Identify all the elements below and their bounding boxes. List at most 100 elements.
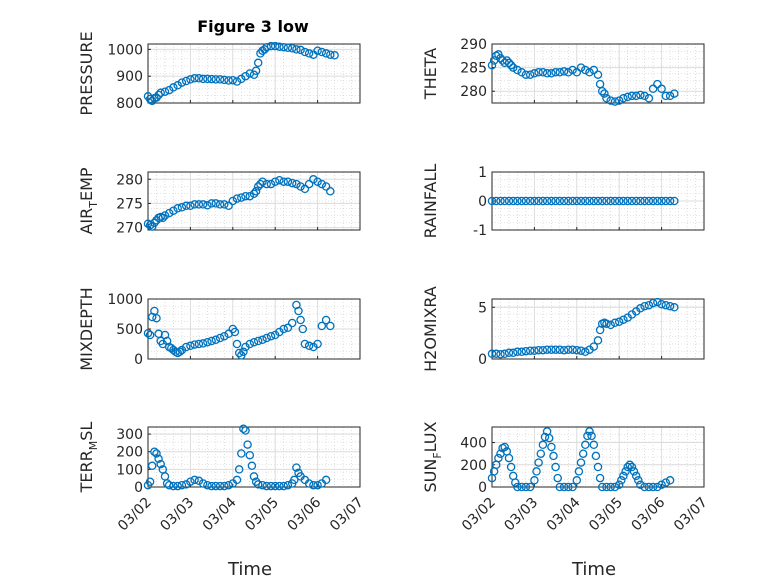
series-markers — [487, 196, 679, 206]
series-markers — [487, 427, 675, 492]
data-point — [644, 94, 654, 103]
data-point — [220, 200, 229, 209]
data-point — [487, 60, 497, 70]
data-point — [321, 315, 331, 325]
data-point — [585, 68, 594, 77]
data-point — [232, 77, 242, 86]
data-point — [160, 87, 170, 96]
series-markers — [487, 50, 679, 106]
data-point — [224, 76, 233, 85]
data-point — [542, 345, 552, 354]
data-point — [627, 462, 637, 472]
data-point — [292, 463, 301, 472]
y-tick-label: 275 — [116, 196, 143, 212]
data-point — [249, 472, 259, 481]
data-point — [258, 480, 267, 490]
data-point — [258, 335, 267, 345]
data-point — [300, 339, 310, 349]
data-point — [220, 481, 229, 491]
data-point — [640, 482, 649, 492]
data-point — [648, 196, 658, 206]
data-point — [317, 321, 327, 331]
data-point — [290, 475, 299, 485]
data-point — [585, 427, 594, 436]
data-point — [665, 476, 675, 485]
data-point — [228, 75, 238, 85]
data-point — [194, 200, 204, 209]
y-tick-label: 300 — [116, 427, 143, 443]
data-point — [249, 337, 259, 347]
data-point — [508, 63, 518, 72]
data-point — [215, 333, 225, 343]
data-point — [147, 461, 157, 471]
data-point — [169, 481, 178, 491]
data-point — [547, 196, 556, 206]
data-point — [636, 480, 645, 490]
data-point — [595, 473, 605, 483]
data-point — [521, 196, 531, 206]
y-tick-label: 200 — [460, 458, 487, 474]
y-axis-label-part: THETA — [421, 48, 440, 100]
y-axis-label: THETA — [421, 48, 440, 100]
data-point — [631, 91, 641, 101]
data-point — [665, 301, 675, 311]
data-point — [648, 298, 658, 308]
data-point — [583, 431, 592, 441]
data-point — [504, 58, 514, 68]
data-point — [521, 346, 531, 356]
data-point — [326, 187, 335, 196]
data-point — [237, 74, 246, 84]
data-point — [256, 179, 265, 189]
data-point — [644, 300, 654, 310]
y-axis-label-part: PRESSURE — [77, 31, 96, 115]
data-point — [534, 68, 543, 77]
series-markers — [143, 41, 339, 106]
y-tick-label: 1 — [478, 165, 487, 181]
data-point — [249, 70, 259, 80]
y-axis-label-part: EMP — [77, 167, 96, 201]
data-point — [145, 220, 155, 230]
y-tick-label: 280 — [116, 172, 143, 188]
data-point — [581, 440, 590, 450]
data-point — [207, 481, 216, 491]
data-point — [500, 349, 509, 359]
data-point — [220, 75, 229, 85]
data-point — [190, 74, 199, 83]
data-point — [317, 179, 327, 189]
data-point — [657, 196, 666, 206]
data-point — [572, 68, 582, 77]
y-tick-label: 200 — [116, 445, 143, 461]
data-point — [521, 482, 531, 492]
data-point — [245, 191, 255, 201]
data-point — [602, 319, 611, 329]
series-markers — [143, 424, 331, 491]
data-point — [670, 89, 679, 98]
data-point — [152, 449, 161, 458]
data-point — [617, 476, 626, 485]
data-point — [491, 51, 501, 61]
data-point — [279, 324, 288, 334]
data-point — [572, 476, 582, 485]
data-point — [534, 196, 543, 206]
data-point — [559, 482, 569, 492]
data-point — [145, 330, 155, 340]
data-point — [517, 347, 526, 357]
data-point — [591, 451, 601, 461]
data-point — [211, 481, 221, 491]
y-tick-label: 1000 — [107, 42, 143, 58]
y-axis-label: AIRTEMP — [77, 167, 100, 234]
data-point — [313, 177, 322, 186]
data-point — [587, 431, 596, 441]
data-point — [143, 328, 153, 338]
data-point — [228, 196, 238, 206]
data-point — [555, 345, 565, 354]
data-point — [177, 203, 187, 212]
data-point — [198, 74, 208, 84]
data-point — [296, 315, 305, 325]
data-point — [198, 479, 208, 488]
data-point — [513, 482, 522, 492]
data-point — [181, 201, 191, 211]
data-point — [657, 299, 666, 309]
data-point — [589, 342, 599, 351]
